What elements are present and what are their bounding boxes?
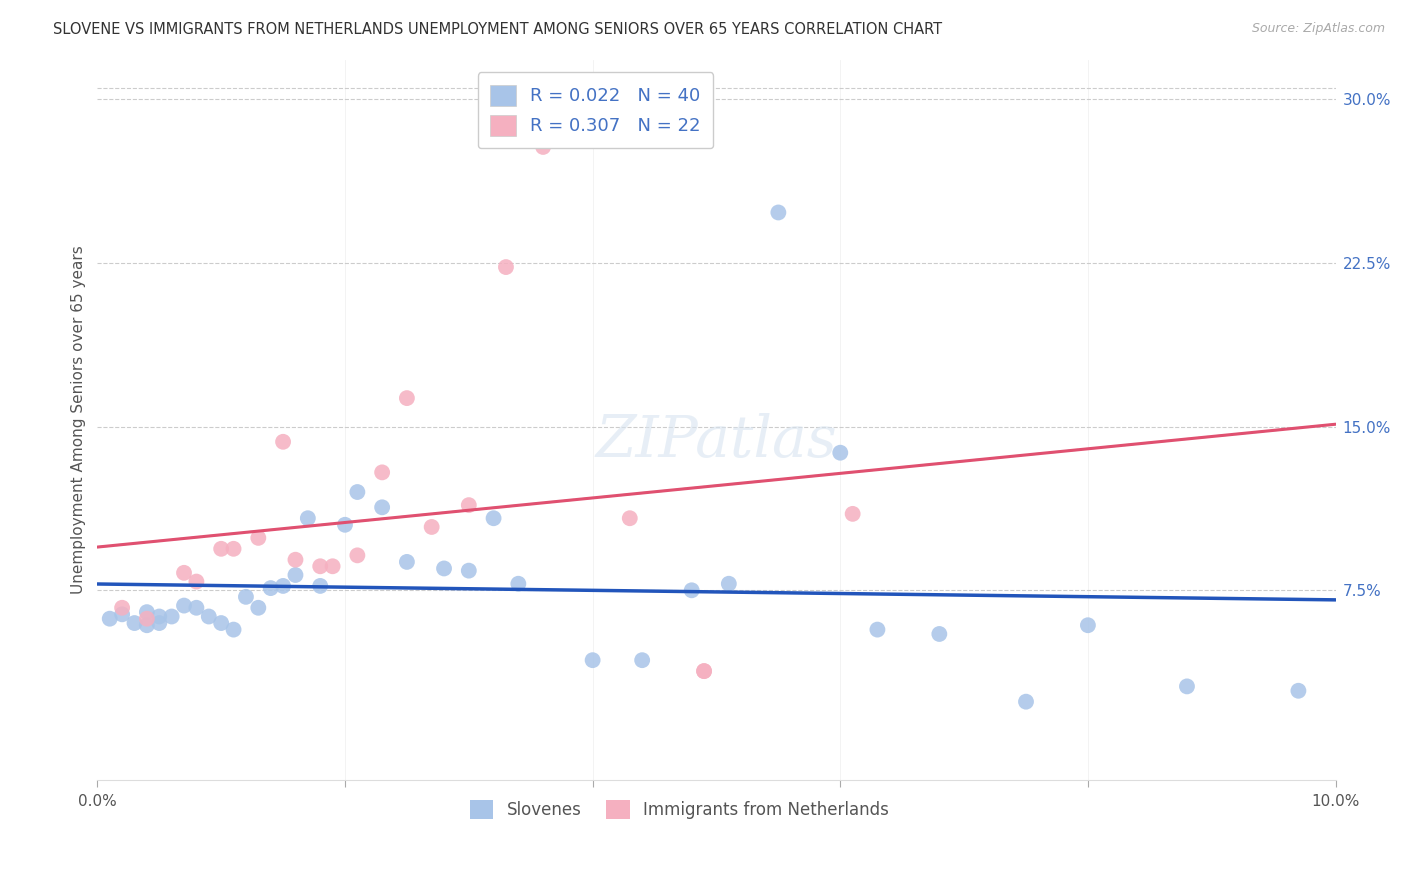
Point: [482, 511, 505, 525]
Point: [98, 612, 121, 626]
Text: ZIPatlas: ZIPatlas: [596, 413, 838, 470]
Point: [148, 609, 170, 624]
Point: [333, 517, 356, 532]
Point: [322, 559, 344, 574]
Point: [693, 664, 716, 678]
Point: [309, 579, 332, 593]
Legend: Slovenes, Immigrants from Netherlands: Slovenes, Immigrants from Netherlands: [463, 794, 896, 826]
Point: [457, 498, 479, 512]
Point: [209, 541, 232, 556]
Point: [681, 583, 703, 598]
Point: [1015, 695, 1038, 709]
Point: [420, 520, 443, 534]
Point: [371, 466, 394, 480]
Point: [124, 615, 146, 630]
Point: [309, 559, 332, 574]
Point: [186, 600, 208, 615]
Point: [717, 576, 740, 591]
Point: [631, 653, 654, 667]
Point: [457, 564, 479, 578]
Point: [197, 609, 219, 624]
Point: [222, 623, 245, 637]
Point: [111, 600, 134, 615]
Point: [508, 576, 530, 591]
Point: [1077, 618, 1099, 632]
Point: [371, 500, 394, 515]
Point: [135, 618, 157, 632]
Text: Source: ZipAtlas.com: Source: ZipAtlas.com: [1251, 22, 1385, 36]
Point: [135, 605, 157, 619]
Point: [173, 566, 195, 580]
Point: [247, 600, 270, 615]
Point: [346, 485, 368, 500]
Point: [209, 615, 232, 630]
Point: [495, 260, 517, 274]
Point: [1175, 679, 1198, 693]
Point: [173, 599, 195, 613]
Point: [222, 541, 245, 556]
Point: [531, 140, 554, 154]
Point: [841, 507, 863, 521]
Point: [433, 561, 456, 575]
Point: [260, 581, 283, 595]
Point: [186, 574, 208, 589]
Point: [284, 568, 307, 582]
Point: [619, 511, 641, 525]
Point: [111, 607, 134, 622]
Point: [148, 615, 170, 630]
Point: [284, 552, 307, 566]
Point: [271, 434, 294, 449]
Point: [346, 549, 368, 563]
Point: [830, 446, 852, 460]
Point: [395, 555, 418, 569]
Y-axis label: Unemployment Among Seniors over 65 years: Unemployment Among Seniors over 65 years: [72, 245, 86, 594]
Point: [395, 391, 418, 405]
Point: [1286, 683, 1309, 698]
Point: [768, 205, 790, 219]
Point: [235, 590, 257, 604]
Point: [297, 511, 319, 525]
Point: [582, 653, 605, 667]
Point: [160, 609, 183, 624]
Point: [271, 579, 294, 593]
Point: [135, 612, 157, 626]
Point: [247, 531, 270, 545]
Point: [928, 627, 950, 641]
Point: [866, 623, 889, 637]
Text: SLOVENE VS IMMIGRANTS FROM NETHERLANDS UNEMPLOYMENT AMONG SENIORS OVER 65 YEARS : SLOVENE VS IMMIGRANTS FROM NETHERLANDS U…: [53, 22, 942, 37]
Point: [693, 664, 716, 678]
